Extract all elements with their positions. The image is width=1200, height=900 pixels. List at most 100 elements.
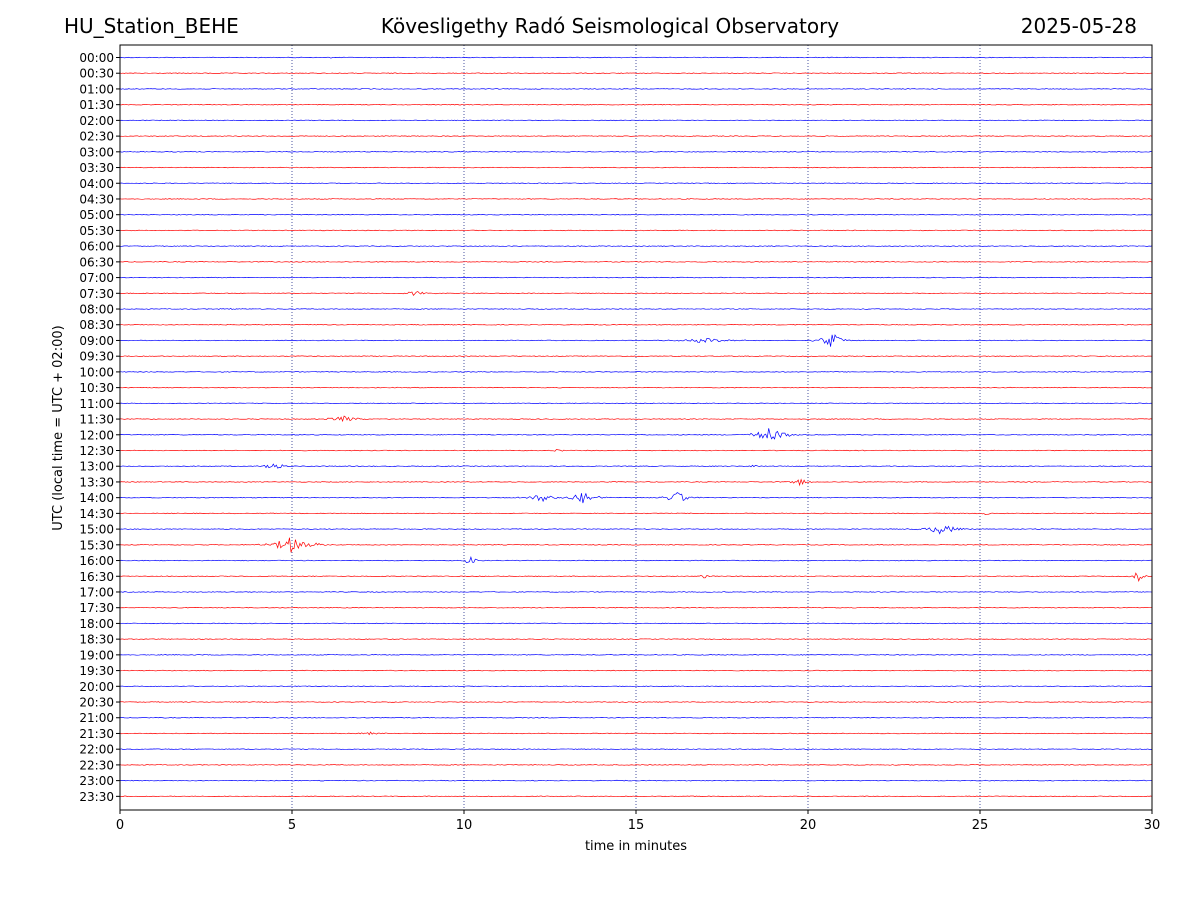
trace-line [119,685,1153,688]
trace-line [119,119,1153,122]
y-tick-label: 02:00 [79,114,114,128]
x-tick-label: 5 [288,818,296,833]
x-tick-label: 25 [972,818,989,833]
y-tick-label: 02:30 [79,130,114,144]
trace-line [119,638,1153,640]
y-tick-label: 19:30 [79,664,114,678]
y-tick-label: 23:00 [79,774,114,788]
trace-line [119,478,1153,487]
trace-line [119,428,1153,440]
trace-line [119,355,1153,357]
x-tick-label: 20 [800,818,817,833]
y-axis-label: UTC (local time = UTC + 02:00) [51,325,66,530]
trace-line [119,556,1153,564]
trace-line [119,701,1153,703]
station-name: HU_Station_BEHE [64,14,239,38]
x-axis: 0 5 10 15 20 25 30 [116,810,1160,833]
y-tick-label: 15:30 [79,538,114,552]
trace-line [119,669,1153,672]
trace-line [119,748,1153,750]
y-tick-label: 13:30 [79,475,114,489]
trace-line [119,779,1153,782]
trace-line [119,717,1153,719]
y-tick-label: 11:00 [79,397,114,411]
x-tick-label: 0 [116,818,124,833]
trace-line [119,166,1153,169]
trace-line [119,213,1153,216]
y-tick-label: 21:00 [79,711,114,725]
y-tick-label: 00:30 [79,67,114,81]
x-tick-label: 15 [628,818,645,833]
trace-line [119,795,1153,798]
y-tick-label: 18:30 [79,633,114,647]
trace-line [119,198,1153,200]
y-tick-label: 21:30 [79,727,114,741]
y-tick-label: 06:30 [79,255,114,269]
trace-line [119,572,1153,582]
y-tick-label: 10:30 [79,381,114,395]
trace-line [119,525,1153,535]
trace-line [119,402,1153,405]
y-tick-label: 06:00 [79,240,114,254]
y-tick-label: 16:00 [79,554,114,568]
trace-line [119,276,1153,279]
y-tick-label: 14:30 [79,507,114,521]
trace-lines [119,56,1153,798]
trace-line [119,135,1153,137]
y-tick-label: 05:00 [79,208,114,222]
trace-line [119,591,1153,593]
trace-line [119,463,1153,469]
y-tick-label: 12:30 [79,444,114,458]
y-tick-label: 09:00 [79,334,114,348]
y-tick-label: 14:00 [79,491,114,505]
y-tick-label: 17:30 [79,601,114,615]
y-tick-label: 03:00 [79,145,114,159]
trace-line [119,731,1153,736]
y-tick-label: 09:30 [79,350,114,364]
trace-line [119,415,1153,423]
y-tick-label: 23:30 [79,790,114,804]
trace-line [119,334,1153,347]
y-tick-label: 08:30 [79,318,114,332]
y-tick-label: 01:00 [79,82,114,96]
y-tick-label: 01:30 [79,98,114,112]
y-tick-label: 03:30 [79,161,114,175]
y-tick-label: 17:00 [79,585,114,599]
trace-line [119,449,1153,452]
trace-line [119,606,1153,609]
trace-line [119,103,1153,106]
y-tick-label: 13:00 [79,460,114,474]
chart-date: 2025-05-28 [1020,14,1137,38]
trace-line [119,622,1153,625]
y-tick-label: 15:00 [79,523,114,537]
trace-line [119,324,1153,326]
x-tick-label: 30 [1144,818,1161,833]
x-axis-label: time in minutes [585,839,687,854]
chart-title: Kövesligethy Radó Seismological Observat… [380,14,840,38]
y-tick-label: 19:00 [79,648,114,662]
trace-line [119,229,1153,232]
y-tick-label: 22:00 [79,743,114,757]
y-tick-label: 07:00 [79,271,114,285]
y-tick-label: 00:00 [79,51,114,65]
y-tick-label: 12:00 [79,428,114,442]
y-tick-label: 22:30 [79,758,114,772]
trace-line [119,151,1153,153]
y-tick-label: 04:30 [79,192,114,206]
y-tick-label: 04:00 [79,177,114,191]
trace-line [119,512,1153,515]
trace-line [119,245,1153,247]
x-tick-label: 10 [456,818,473,833]
y-tick-label: 10:00 [79,365,114,379]
trace-line [119,72,1153,74]
trace-line [119,654,1153,656]
trace-line [119,386,1153,389]
trace-line [119,88,1153,90]
trace-line [119,371,1153,373]
trace-line [119,291,1153,296]
y-tick-label: 11:30 [79,413,114,427]
vertical-grid [291,45,981,810]
trace-line [119,764,1153,766]
